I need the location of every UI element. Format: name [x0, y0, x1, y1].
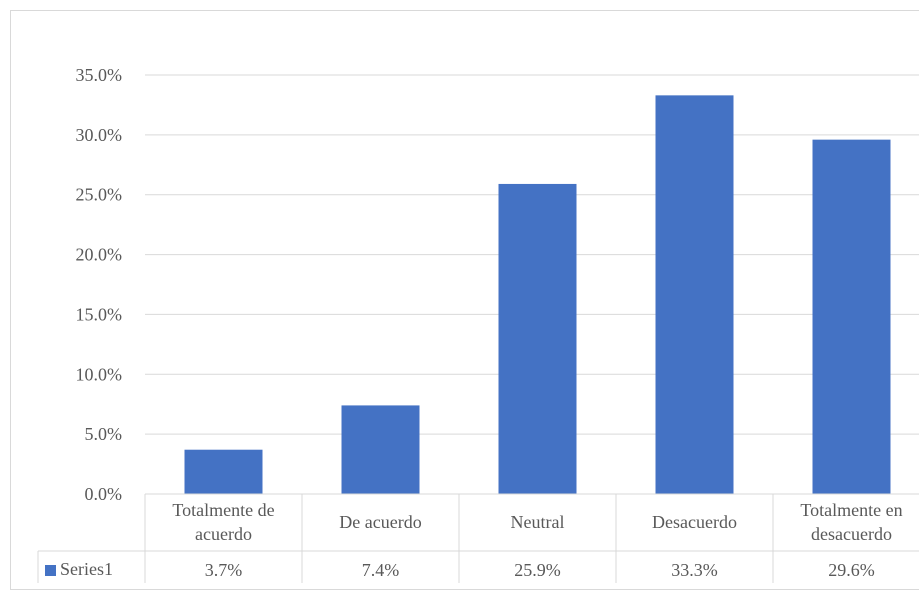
- category-label: Neutral: [511, 512, 565, 532]
- data-value-label: 3.7%: [205, 560, 243, 580]
- category-label: Desacuerdo: [652, 512, 737, 532]
- bar: [184, 449, 263, 494]
- y-tick-label: 30.0%: [76, 125, 123, 145]
- category-label: De acuerdo: [339, 512, 421, 532]
- bar: [341, 405, 420, 494]
- category-label: Totalmente de: [172, 500, 274, 520]
- data-value-label: 29.6%: [828, 560, 875, 580]
- data-value-label: 7.4%: [362, 560, 400, 580]
- y-tick-label: 5.0%: [85, 424, 123, 444]
- y-tick-label: 35.0%: [76, 65, 123, 85]
- data-value-label: 33.3%: [671, 560, 718, 580]
- legend-key: [45, 565, 56, 576]
- data-value-label: 25.9%: [514, 560, 561, 580]
- category-label: acuerdo: [195, 524, 252, 544]
- series-name: Series1: [60, 559, 113, 579]
- bar: [812, 139, 891, 494]
- y-tick-label: 20.0%: [76, 245, 123, 265]
- category-label: Totalmente en: [800, 500, 902, 520]
- y-tick-label: 25.0%: [76, 185, 123, 205]
- bar: [655, 95, 734, 494]
- bar: [498, 183, 577, 494]
- y-tick-label: 10.0%: [76, 364, 123, 384]
- y-tick-label: 0.0%: [85, 484, 123, 504]
- category-label: desacuerdo: [811, 524, 892, 544]
- y-tick-label: 15.0%: [76, 304, 123, 324]
